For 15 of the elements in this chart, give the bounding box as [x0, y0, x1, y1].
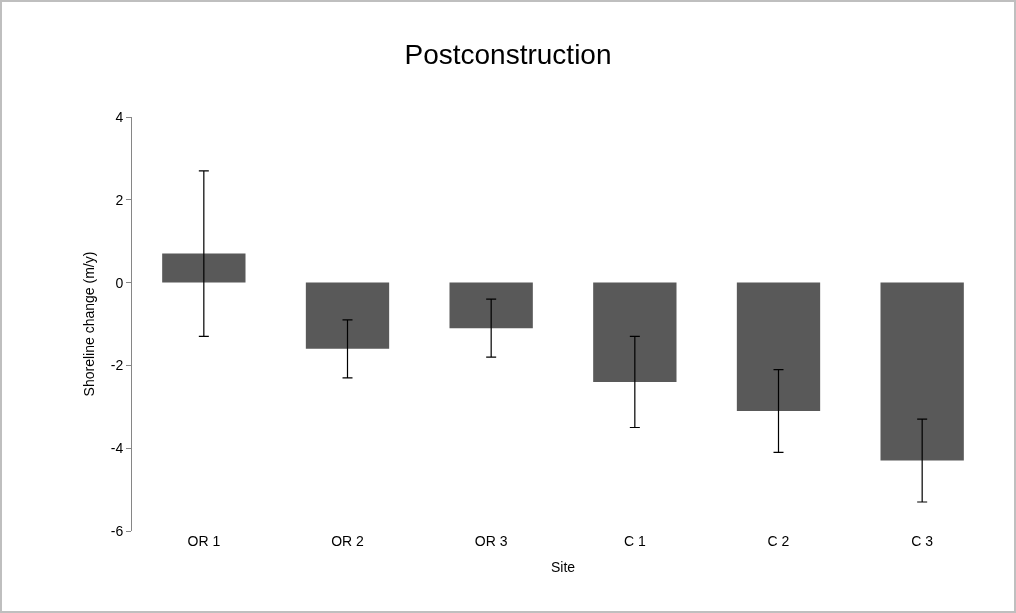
y-axis-title: Shoreline change (m/y)	[81, 251, 97, 397]
x-axis-title: Site	[550, 559, 576, 576]
x-tick-label: OR 2	[331, 533, 365, 549]
chart-title: Postconstruction	[404, 39, 612, 71]
y-tick-label: -6	[110, 522, 124, 539]
y-tick-label: 2	[115, 191, 124, 208]
y-tick-label: -2	[110, 357, 124, 374]
x-tick-label: OR 1	[187, 533, 221, 549]
x-tick-label: C 2	[767, 533, 790, 549]
x-tick-label: C 1	[623, 533, 646, 549]
y-tick-label: 0	[115, 274, 124, 291]
y-tick-label: 4	[115, 108, 124, 125]
x-tick-label: OR 3	[474, 533, 508, 549]
y-tick-label: -4	[110, 440, 124, 457]
x-tick-label: C 3	[911, 533, 934, 549]
